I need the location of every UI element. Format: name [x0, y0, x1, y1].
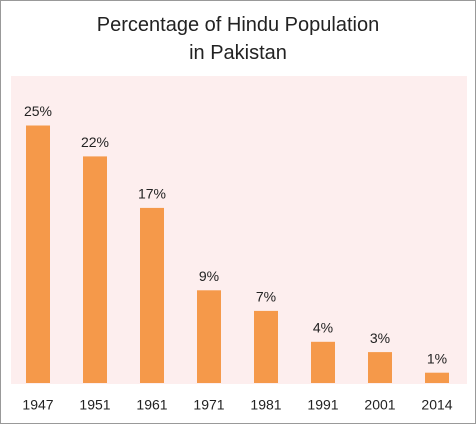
x-tick-label: 1981: [250, 397, 281, 413]
x-tick-label: 1991: [307, 397, 338, 413]
data-label: 22%: [81, 134, 109, 150]
x-tick-label: 2014: [421, 397, 452, 413]
bar: [26, 125, 50, 383]
bar: [254, 310, 278, 383]
data-label: 7%: [256, 289, 276, 305]
data-label: 17%: [138, 186, 166, 202]
bar: [83, 156, 107, 383]
x-tick-label: 1951: [79, 397, 110, 413]
bar: [140, 207, 164, 383]
data-label: 4%: [313, 320, 333, 336]
bar: [311, 341, 335, 383]
data-label: 25%: [24, 103, 52, 119]
bar: [197, 290, 221, 383]
x-tick-label: 2001: [364, 397, 395, 413]
data-label: 3%: [370, 330, 390, 346]
title-box: Percentage of Hindu Population in Pakist…: [1, 11, 475, 67]
x-tick-label: 1947: [22, 397, 53, 413]
data-label: 9%: [199, 268, 219, 284]
plot-background: [11, 76, 467, 384]
data-label: 1%: [427, 350, 447, 366]
chart-title: Percentage of Hindu Population in Pakist…: [96, 14, 380, 64]
x-tick-label: 1961: [136, 397, 167, 413]
x-tick-label: 1971: [193, 397, 224, 413]
bar: [368, 352, 392, 383]
bar: [425, 372, 449, 383]
